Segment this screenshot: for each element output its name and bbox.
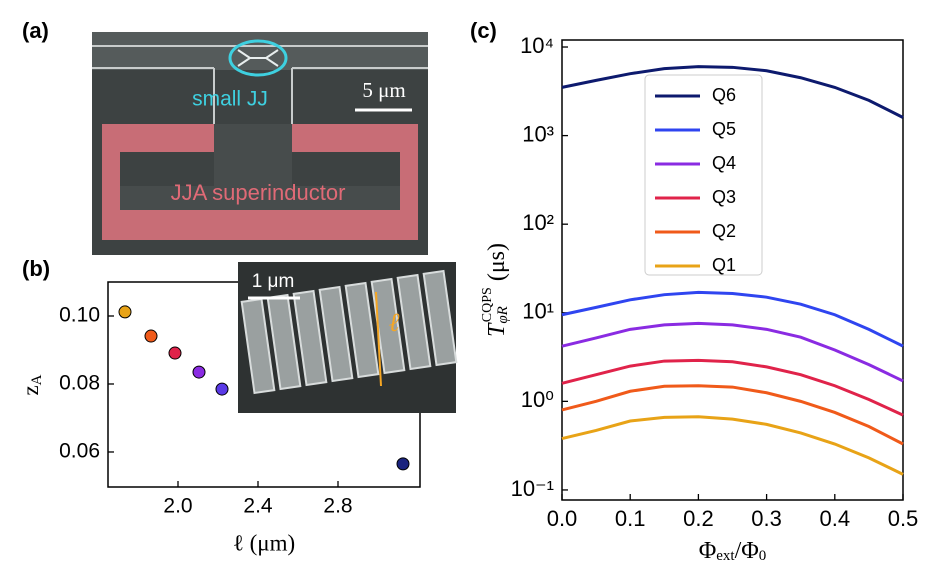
annotation: JJA superinductor xyxy=(171,180,346,205)
legend-label: Q6 xyxy=(712,85,736,105)
label-part: ext xyxy=(716,548,735,564)
sem-inset xyxy=(238,262,458,413)
x-tick-label: 0.5 xyxy=(888,506,919,531)
x-tick-label: 2.4 xyxy=(243,495,273,518)
junction xyxy=(266,293,302,391)
junction xyxy=(318,285,354,383)
y-tick-label: 10⁰ xyxy=(521,387,554,412)
y-axis-label: TφRCQPS (μs) xyxy=(480,243,511,337)
panel-label: (b) xyxy=(22,256,50,281)
panel-label: (a) xyxy=(22,18,49,43)
label-part: φR xyxy=(495,306,511,323)
y-axis-label: zA xyxy=(18,374,45,395)
line-series xyxy=(561,384,904,446)
legend-label: Q2 xyxy=(712,221,736,241)
legend-box xyxy=(644,74,763,276)
legend-label: Q5 xyxy=(712,119,736,139)
label-part: T xyxy=(484,322,510,337)
x-tick-label: 0.1 xyxy=(615,506,646,531)
scale-label: 1 μm xyxy=(252,271,295,292)
junction xyxy=(422,269,458,367)
scale-label: 5 μm xyxy=(362,78,405,102)
line-series xyxy=(561,415,904,476)
label-part: z xyxy=(18,385,43,395)
legend-label: Q4 xyxy=(712,153,736,173)
plot-frame xyxy=(561,39,904,501)
y-tick-label: 10³ xyxy=(522,121,554,146)
x-axis-label: ℓ (μm) xyxy=(233,530,295,555)
legend-label: Q3 xyxy=(712,187,736,207)
label-part: /Φ xyxy=(735,538,759,564)
y-tick-label: 0.06 xyxy=(59,440,100,463)
junction xyxy=(344,281,380,379)
label-part: Φ xyxy=(699,538,717,564)
point xyxy=(396,457,410,471)
label-part: A xyxy=(29,374,45,385)
x-tick-label: 2.0 xyxy=(163,495,192,518)
legend-label: Q1 xyxy=(712,255,736,275)
x-tick-label: 0.4 xyxy=(820,506,851,531)
y-tick-label: 0.10 xyxy=(59,304,100,327)
label-part: CQPS xyxy=(480,287,495,322)
point xyxy=(168,346,182,360)
sem-image-a xyxy=(92,32,428,255)
point xyxy=(118,305,132,319)
point xyxy=(215,382,229,396)
y-tick-label: 10² xyxy=(522,210,554,235)
point xyxy=(192,365,206,379)
label-part: (μs) xyxy=(484,243,510,281)
junction xyxy=(292,289,328,387)
line-series xyxy=(561,321,904,383)
panel-label: (c) xyxy=(470,18,497,43)
line-series xyxy=(561,358,904,417)
annotation: small JJ xyxy=(192,88,268,111)
x-axis-label: Φext/Φ0 xyxy=(699,538,767,565)
y-tick-label: 0.08 xyxy=(59,372,100,395)
line-series xyxy=(561,65,904,119)
point xyxy=(144,329,158,343)
annotation: ℓ xyxy=(389,308,400,337)
x-tick-label: 0.3 xyxy=(751,506,782,531)
line-series xyxy=(561,290,904,348)
x-tick-label: 0.2 xyxy=(683,506,714,531)
y-tick-label: 10⁻¹ xyxy=(511,476,554,501)
y-tick-label: 10⁴ xyxy=(520,33,554,58)
x-tick-label: 0.0 xyxy=(547,506,578,531)
label-part: 0 xyxy=(759,548,767,564)
y-tick-label: 10¹ xyxy=(522,299,554,324)
length-arrow xyxy=(375,291,382,387)
junction xyxy=(240,297,276,395)
junction xyxy=(396,273,432,371)
x-tick-label: 2.8 xyxy=(323,495,352,518)
